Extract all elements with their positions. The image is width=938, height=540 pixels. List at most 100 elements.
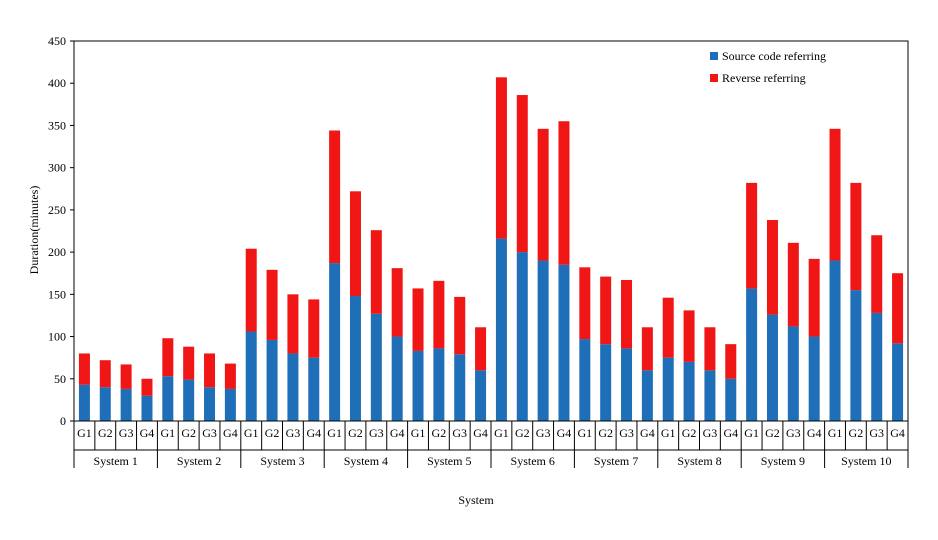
sub-category-label: G1 — [494, 426, 509, 440]
sub-category-label: G4 — [640, 426, 655, 440]
bar-source-code-6-g2 — [516, 252, 528, 421]
bar-reverse-1-g4 — [141, 378, 153, 396]
bar-reverse-10-g3 — [871, 235, 883, 313]
bar-reverse-7-g4 — [641, 327, 653, 371]
sub-category-label: G4 — [557, 426, 572, 440]
sub-category-label: G1 — [327, 426, 342, 440]
bar-reverse-6-g4 — [558, 121, 570, 265]
sub-category-label: G4 — [390, 426, 405, 440]
sub-category-label: G2 — [682, 426, 697, 440]
sub-category-label: G2 — [181, 426, 196, 440]
y-tick-label: 350 — [48, 118, 66, 132]
group-label: System 3 — [260, 454, 304, 468]
sub-category-label: G1 — [160, 426, 175, 440]
bar-reverse-8-g2 — [683, 310, 695, 362]
legend: Source code referring Reverse referring — [710, 49, 826, 85]
group-label: System 8 — [677, 454, 721, 468]
bar-source-code-9-g3 — [787, 326, 799, 421]
sub-category-label: G2 — [265, 426, 280, 440]
sub-category-label: G1 — [744, 426, 759, 440]
sub-category-label: G2 — [432, 426, 447, 440]
plot-area-border — [73, 40, 909, 422]
y-tick-label: 450 — [48, 34, 66, 48]
bar-source-code-4-g2 — [349, 296, 361, 421]
bar-source-code-7-g2 — [600, 344, 612, 421]
bar-source-code-4-g1 — [329, 263, 341, 421]
bar-source-code-10-g4 — [892, 343, 904, 421]
bar-source-code-5-g4 — [475, 370, 487, 421]
sub-category-label: G3 — [369, 426, 384, 440]
bar-source-code-6-g1 — [495, 238, 507, 421]
bar-reverse-1-g3 — [120, 364, 132, 389]
bar-source-code-4-g4 — [391, 336, 403, 421]
sub-category-label: G3 — [202, 426, 217, 440]
legend-label-reverse: Reverse referring — [722, 71, 806, 85]
bar-reverse-4-g1 — [329, 130, 341, 264]
bar-reverse-9-g3 — [787, 242, 799, 327]
sub-category-label: G2 — [598, 426, 613, 440]
bar-source-code-5-g3 — [454, 354, 466, 421]
bar-reverse-7-g1 — [579, 267, 591, 340]
group-label: System 4 — [344, 454, 388, 468]
sub-category-label: G3 — [119, 426, 134, 440]
bar-source-code-3-g4 — [308, 357, 320, 421]
bar-reverse-7-g2 — [600, 276, 612, 345]
y-tick-label: 200 — [48, 245, 66, 259]
y-tick-label: 100 — [48, 330, 66, 344]
sub-category-label: G4 — [723, 426, 738, 440]
bar-reverse-5-g1 — [412, 288, 424, 351]
sub-category-label: G3 — [452, 426, 467, 440]
bar-reverse-10-g1 — [829, 128, 841, 261]
bar-source-code-8-g1 — [662, 357, 674, 421]
y-tick-label: 0 — [60, 414, 66, 428]
sub-category-label: G2 — [348, 426, 363, 440]
bar-reverse-8-g3 — [704, 327, 716, 371]
sub-category-label: G1 — [828, 426, 843, 440]
bar-reverse-6-g2 — [516, 95, 528, 253]
bar-reverse-4-g2 — [349, 191, 361, 297]
bar-source-code-8-g3 — [704, 370, 716, 421]
bar-reverse-1-g1 — [78, 353, 90, 385]
bar-reverse-3-g2 — [266, 269, 278, 340]
bar-reverse-3-g1 — [245, 248, 257, 332]
bar-source-code-8-g2 — [683, 361, 695, 421]
bar-source-code-10-g2 — [850, 290, 862, 421]
bar-source-code-10-g3 — [871, 312, 883, 421]
sub-category-label: G3 — [536, 426, 551, 440]
sub-category-label: G3 — [286, 426, 301, 440]
bar-reverse-2-g3 — [204, 353, 216, 388]
sub-category-label: G4 — [306, 426, 321, 440]
sub-category-label: G4 — [890, 426, 905, 440]
y-axis-label: Duration(minutes) — [27, 186, 41, 275]
bar-source-code-9-g2 — [766, 314, 778, 421]
y-tick-label: 150 — [48, 287, 66, 301]
sub-category-label: G1 — [411, 426, 426, 440]
group-label: System 1 — [94, 454, 138, 468]
bar-source-code-3-g2 — [266, 339, 278, 421]
group-label: System 2 — [177, 454, 221, 468]
bar-source-code-5-g2 — [433, 348, 445, 421]
sub-category-label: G2 — [765, 426, 780, 440]
bar-reverse-2-g4 — [224, 363, 236, 389]
group-label: System 5 — [427, 454, 471, 468]
sub-category-label: G3 — [619, 426, 634, 440]
sub-category-label: G1 — [77, 426, 92, 440]
bar-source-code-3-g3 — [287, 353, 299, 421]
sub-category-label: G3 — [786, 426, 801, 440]
y-tick-label: 300 — [48, 161, 66, 175]
bar-reverse-5-g2 — [433, 280, 445, 349]
bar-source-code-8-g4 — [725, 378, 737, 421]
y-tick-label: 250 — [48, 203, 66, 217]
sub-category-label: G3 — [703, 426, 718, 440]
bar-source-code-2-g2 — [183, 379, 195, 421]
y-axis-ticks: 0 50 100 150 200 250 300 350 400 450 — [48, 34, 74, 428]
bar-source-code-6-g3 — [537, 260, 549, 421]
legend-swatch-source-code — [710, 52, 718, 60]
bar-reverse-4-g3 — [370, 230, 382, 314]
y-tick-label: 400 — [48, 76, 66, 90]
bar-source-code-4-g3 — [370, 313, 382, 421]
legend-label-source-code: Source code referring — [722, 49, 826, 63]
bar-reverse-2-g1 — [162, 338, 174, 377]
sub-category-label: G4 — [473, 426, 488, 440]
